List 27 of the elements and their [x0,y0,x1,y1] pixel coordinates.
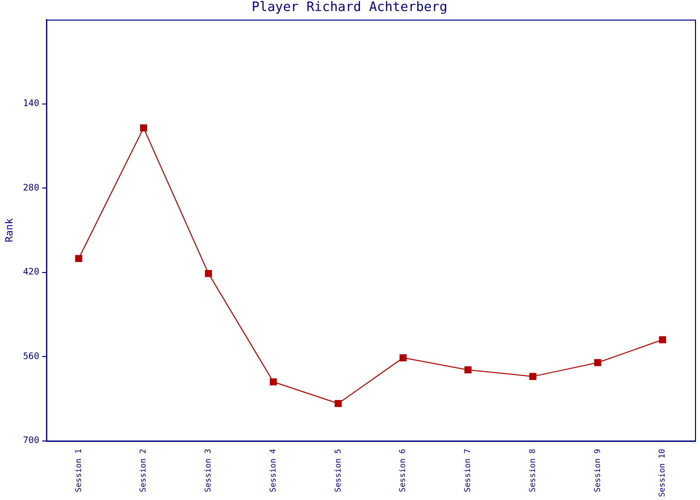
point [140,124,148,132]
x-tick-label: Session 2 [138,448,148,492]
x-tick-label: Session 4 [268,448,278,492]
y-axis-title: Rank [4,218,16,242]
point [594,359,602,366]
x-tick-label: Session 6 [398,448,408,492]
y-tick-label: 420 [22,268,40,278]
point [529,372,536,380]
point [204,270,212,278]
x-tick-label: Session 7 [463,448,472,492]
point [334,400,342,408]
x-tick-label: Session 9 [592,448,602,492]
y-tick-label: 140 [22,99,40,110]
x-tick-label: Session 10 [658,448,667,498]
x-tick-label: Session 8 [528,448,537,492]
y-tick-label: 280 [22,183,40,194]
point [75,254,82,262]
point [659,336,666,344]
chart-title: Player Richard Achterberg [252,0,448,16]
x-tick-label: Session 5 [333,448,342,492]
x-tick-label: Session 1 [74,448,83,492]
y-tick-label: 560 [22,352,40,362]
point [464,366,472,374]
point [400,354,407,362]
x-tick-label: Session 3 [204,448,213,492]
y-tick-label: 700 [22,436,40,446]
point [270,378,277,386]
